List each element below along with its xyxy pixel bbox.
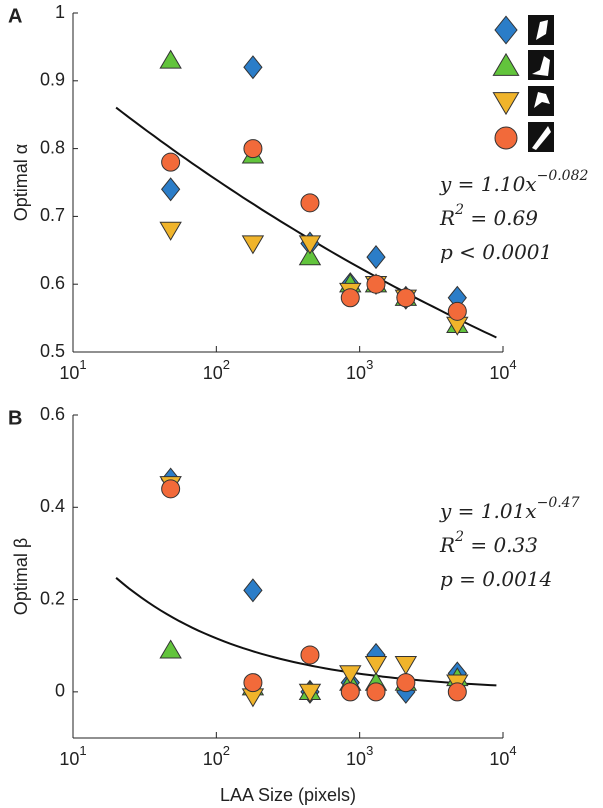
- x-tick-base: 10: [489, 363, 509, 383]
- x-tick-exp: 4: [509, 357, 516, 372]
- ann-text: p < 0.0001: [440, 240, 552, 264]
- x-tick-base: 10: [203, 363, 223, 383]
- x-tick-base: 10: [59, 363, 79, 383]
- marker: [161, 177, 181, 202]
- marker: [159, 221, 182, 241]
- marker: [394, 656, 418, 676]
- icon-shape: [536, 20, 548, 40]
- x-tick-label: 103: [346, 743, 373, 768]
- fit-annotation: y = 1.01x−0.47: [439, 495, 580, 523]
- marker: [159, 639, 182, 659]
- marker: [447, 301, 467, 321]
- marker: [366, 682, 386, 702]
- marker: [366, 274, 386, 294]
- fit-annotation: p < 0.0001: [440, 240, 552, 264]
- x-tick-base: 10: [203, 749, 223, 769]
- ann-sup: −0.082: [537, 168, 589, 184]
- marker: [298, 246, 322, 266]
- x-tick-exp: 3: [366, 357, 373, 372]
- marker: [300, 645, 320, 665]
- marker: [298, 683, 322, 703]
- x-tick-label: 102: [203, 743, 230, 768]
- x-tick-label: 101: [59, 357, 86, 382]
- legend-icons: [528, 15, 554, 152]
- marker: [366, 245, 386, 270]
- x-tick-exp: 1: [79, 743, 86, 758]
- ann-text: y = 1.01x: [439, 499, 537, 523]
- marker: [243, 673, 263, 693]
- marker: [396, 288, 416, 308]
- x-tick-exp: 2: [223, 357, 230, 372]
- x-tick-label: 102: [203, 357, 230, 382]
- ann-sup: 2: [454, 202, 464, 218]
- fit-curve: [115, 577, 497, 687]
- ann-text: p = 0.0014: [440, 567, 552, 591]
- marker: [340, 682, 360, 702]
- marker: [300, 193, 320, 213]
- panel-letter: A: [8, 5, 22, 27]
- icon-shape: [534, 92, 550, 108]
- marker: [447, 682, 467, 702]
- ann-sup: 2: [454, 529, 464, 545]
- ann-sup: −0.47: [537, 495, 580, 511]
- fit-annotation: p = 0.0014: [440, 567, 552, 591]
- marker: [159, 49, 182, 69]
- marker: [339, 665, 362, 685]
- legend-marker: [494, 126, 518, 150]
- fit-annotation: R2 = 0.33: [439, 529, 538, 557]
- y-tick-label: 0.8: [40, 137, 65, 157]
- marker: [364, 656, 388, 676]
- x-tick-exp: 4: [509, 743, 516, 758]
- legend-marker: [492, 92, 520, 116]
- y-tick-label: 0.5: [40, 341, 65, 361]
- marker: [243, 55, 263, 80]
- x-tick-base: 10: [489, 749, 509, 769]
- marker: [243, 139, 263, 159]
- marker: [243, 578, 263, 603]
- x-tick-base: 10: [59, 749, 79, 769]
- x-tick-label: 104: [489, 357, 516, 382]
- y-tick-label: 0.7: [40, 205, 65, 225]
- legend-marker: [494, 15, 518, 45]
- y-tick-label: 0.4: [40, 496, 65, 516]
- y-tick-label: 0.6: [40, 404, 65, 424]
- icon-shape: [532, 126, 551, 150]
- x-tick-label: 104: [489, 743, 516, 768]
- icon-shape: [532, 56, 550, 76]
- y-axis-label: Optimal α: [11, 144, 31, 221]
- ann-text: R: [439, 206, 455, 230]
- ann-after: = 0.33: [464, 533, 538, 557]
- x-tick-base: 10: [346, 749, 366, 769]
- panel-letter: B: [8, 407, 22, 429]
- y-axis-label: Optimal β: [11, 538, 31, 615]
- y-tick-label: 0: [55, 681, 65, 701]
- legend-marker: [492, 52, 520, 76]
- ann-text: y = 1.10x: [439, 172, 537, 196]
- marker: [161, 479, 181, 499]
- marker: [161, 152, 181, 172]
- icon: [528, 50, 554, 80]
- marker: [396, 673, 416, 693]
- fit-annotation: y = 1.10x−0.082: [439, 168, 588, 196]
- x-tick-label: 101: [59, 743, 86, 768]
- fit-annotation: R2 = 0.69: [439, 202, 538, 230]
- x-tick-exp: 1: [79, 357, 86, 372]
- marker: [241, 235, 265, 255]
- x-tick-exp: 3: [366, 743, 373, 758]
- marker: [340, 288, 360, 308]
- marker: [298, 235, 322, 255]
- ann-text: R: [439, 533, 455, 557]
- x-axis-label: LAA Size (pixels): [220, 785, 356, 805]
- ann-after: = 0.69: [464, 206, 538, 230]
- y-tick-label: 0.6: [40, 273, 65, 293]
- x-tick-base: 10: [346, 363, 366, 383]
- x-tick-exp: 2: [223, 743, 230, 758]
- y-tick-label: 0.2: [40, 588, 65, 608]
- y-tick-label: 0.9: [40, 70, 65, 90]
- x-tick-label: 103: [346, 357, 373, 382]
- y-tick-label: 1: [55, 2, 65, 22]
